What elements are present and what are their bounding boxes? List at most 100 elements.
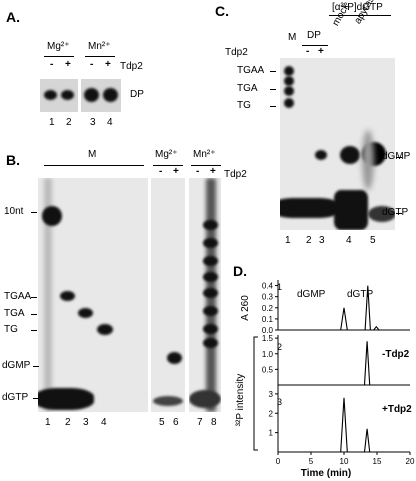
panel-a-tdp2-label: Tdp2 bbox=[120, 61, 143, 72]
panel-b-lane-3: 3 bbox=[83, 417, 89, 428]
band-c-dgmp-lane4 bbox=[340, 146, 360, 164]
band-c-m-4 bbox=[284, 98, 294, 108]
panel-c-lane-2: 2 bbox=[306, 235, 312, 246]
band-lad-6 bbox=[203, 306, 218, 316]
chart-xtick-label-5: 20 bbox=[406, 457, 415, 466]
marker-label-tga: TGA bbox=[4, 308, 25, 319]
panel-a-lane-3: 3 bbox=[90, 117, 96, 128]
panel-c-marker-tga: TGA bbox=[237, 83, 258, 94]
panel-b-lane-1: 1 bbox=[45, 417, 51, 428]
panel-a-gel-mn bbox=[81, 79, 121, 112]
panel-c-tick-tgaa bbox=[270, 71, 276, 72]
panel-b-gel-mn bbox=[189, 178, 221, 412]
panel-a-plus-1: + bbox=[65, 59, 71, 70]
band-c-dgtp-mock bbox=[334, 190, 368, 230]
panel-b-tdp2-label: Tdp2 bbox=[224, 169, 247, 180]
panel-b-lane-5: 5 bbox=[159, 417, 165, 428]
marker-tick-tgaa bbox=[31, 297, 37, 298]
marker-tick-10nt bbox=[31, 212, 37, 213]
chart-ytick-label-3-2: 2 bbox=[269, 409, 274, 418]
panel-c-plus: + bbox=[318, 46, 324, 57]
chart-condition-plus: +Tdp2 bbox=[382, 404, 412, 415]
panel-b-plus-2: + bbox=[210, 166, 216, 177]
band-dgtp-markers bbox=[38, 388, 94, 410]
marker-tick-tg bbox=[31, 330, 37, 331]
panel-a-lane-4: 4 bbox=[107, 117, 113, 128]
panel-c-marker-tg: TG bbox=[237, 100, 251, 111]
chart-trace-1 bbox=[278, 285, 410, 331]
chart-ytick-label-1-1: 0.4 bbox=[262, 282, 274, 291]
chart-ytick-label-1-3: 0.2 bbox=[262, 304, 274, 313]
band-c-m-1 bbox=[284, 66, 294, 76]
band-dgtp-mg bbox=[153, 396, 183, 406]
marker-tick-dgtp bbox=[33, 398, 39, 399]
panel-b-minus-1: - bbox=[159, 166, 163, 177]
chart-xtick-label-4: 15 bbox=[373, 457, 382, 466]
panel-c-tick-tg bbox=[270, 106, 276, 107]
chart-ylabel-a260: A 260 bbox=[240, 295, 251, 321]
marker-label-tg: TG bbox=[4, 324, 18, 335]
marker-label-dgtp: dGTP bbox=[2, 392, 29, 403]
band-10nt bbox=[42, 206, 62, 226]
band-lad-2 bbox=[203, 238, 218, 248]
chart-ytick-label-1-2: 0.3 bbox=[262, 293, 274, 302]
panel-c-tdp2-label: Tdp2 bbox=[225, 47, 248, 58]
panel-c-minus: - bbox=[306, 46, 310, 57]
chart-trace-2 bbox=[278, 341, 410, 386]
panel-c-lane-4: 4 bbox=[346, 235, 352, 246]
panel-a-minus-2: - bbox=[90, 59, 94, 70]
chart-xtick-label-2: 5 bbox=[309, 457, 314, 466]
band-tg bbox=[97, 324, 113, 335]
panel-c-marker-tgaa: TGAA bbox=[237, 65, 265, 76]
panel-c-top-bar bbox=[329, 15, 391, 16]
band-c-dgtp-left bbox=[280, 198, 338, 218]
panel-b-gel-mg bbox=[151, 178, 185, 412]
band-dp-lane3 bbox=[84, 88, 99, 102]
band-tgaa bbox=[60, 291, 75, 301]
band-lad-7 bbox=[203, 324, 218, 334]
panel-b-mg-label: Mg²⁺ bbox=[155, 149, 178, 160]
band-lad-4 bbox=[203, 272, 218, 282]
panel-b-minus-2: - bbox=[196, 166, 200, 177]
panel-b-mn-label: Mn²⁺ bbox=[193, 149, 216, 160]
panel-a-dp-label: DP bbox=[130, 89, 144, 100]
panel-c-tick-tga bbox=[270, 89, 276, 90]
panel-b-lane-4: 4 bbox=[101, 417, 107, 428]
band-c-m-2 bbox=[284, 76, 294, 86]
panel-a-plus-2: + bbox=[105, 59, 111, 70]
band-dgmp-lane6 bbox=[167, 352, 182, 364]
chart-peak-dgmp: dGMP bbox=[297, 289, 326, 300]
panel-b-mn-bar bbox=[191, 165, 221, 166]
chart-ytick-label-3-3: 1 bbox=[269, 429, 274, 438]
panel-c-top-label: [α³²P]dGTP bbox=[332, 2, 383, 13]
panel-b-letter: B. bbox=[6, 152, 20, 168]
chart-ytick-label-3-1: 3 bbox=[269, 390, 274, 399]
chart-peak-dgtp: dGTP bbox=[347, 289, 373, 300]
band-lad-8 bbox=[203, 338, 218, 348]
panel-b-lane-2: 2 bbox=[65, 417, 71, 428]
band-tga bbox=[78, 308, 93, 318]
panel-a-lane-2: 2 bbox=[66, 117, 72, 128]
band-c-m-3 bbox=[284, 86, 294, 96]
panel-c-dp-label: DP bbox=[307, 30, 321, 41]
panel-c-tick-dgmp bbox=[396, 157, 402, 158]
band-dp-lane4 bbox=[103, 88, 118, 102]
marker-tick-dgmp bbox=[33, 366, 39, 367]
panel-a-mn-bar bbox=[85, 56, 115, 57]
panel-b-m-label: M bbox=[88, 149, 97, 160]
band-c-dgmp-lane3 bbox=[315, 150, 327, 160]
marker-tick-tga bbox=[31, 314, 37, 315]
panel-a-mg-bar bbox=[44, 56, 74, 57]
panel-c-lane-1: 1 bbox=[285, 235, 291, 246]
chart-trace-3 bbox=[278, 397, 410, 453]
panel-c-marker-dgmp: dGMP bbox=[382, 151, 411, 162]
chart-bracket bbox=[253, 336, 258, 451]
panel-c-gel bbox=[280, 58, 395, 230]
panel-b-lane-7: 7 bbox=[197, 417, 203, 428]
panel-c-tick-dgtp bbox=[396, 213, 402, 214]
panel-a-letter: A. bbox=[6, 9, 20, 25]
band-lad-3 bbox=[203, 256, 218, 266]
marker-label-dgmp: dGMP bbox=[2, 360, 31, 371]
band-c-dgtp-apyrase bbox=[368, 206, 395, 222]
chart-ytick-label-2-3: 0.5 bbox=[262, 365, 274, 374]
